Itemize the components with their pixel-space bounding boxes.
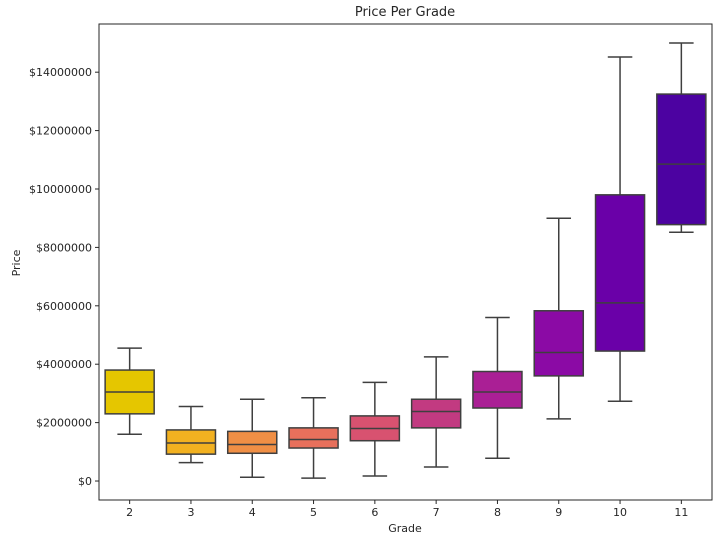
y-tick-label-3: $6000000 — [36, 300, 92, 313]
x-tick-label-11: 11 — [674, 506, 688, 519]
y-tick-label-2: $4000000 — [36, 358, 92, 371]
y-tick-label-1: $2000000 — [36, 417, 92, 430]
x-tick-label-7: 7 — [433, 506, 440, 519]
plot-frame — [98, 23, 713, 501]
box-grade-10 — [594, 194, 646, 352]
x-tick-label-3: 3 — [187, 506, 194, 519]
x-tick-label-9: 9 — [555, 506, 562, 519]
chart-title: Price Per Grade — [355, 5, 455, 20]
box-grade-7 — [410, 398, 462, 429]
x-tick-label-8: 8 — [494, 506, 501, 519]
y-tick-label-4: $8000000 — [36, 241, 92, 254]
plot-area: 2 3 4 5 6 7 8 9 10 11 $0 $2000000 $4000000 $6000000 $8… — [29, 23, 713, 519]
box-grade-4 — [226, 430, 278, 455]
box-grade-3 — [165, 429, 217, 455]
x-tick-label-10: 10 — [613, 506, 627, 519]
box-grade-11 — [656, 93, 707, 226]
box-grade-9 — [533, 310, 585, 377]
box-grade-8 — [472, 370, 523, 409]
box-grade-5 — [288, 427, 339, 449]
x-tick-label-5: 5 — [310, 506, 317, 519]
y-axis-label: Price — [10, 249, 23, 276]
y-tick-label-0: $0 — [78, 475, 92, 488]
x-tick-label-4: 4 — [249, 506, 256, 519]
y-tick-label-7: $14000000 — [29, 66, 92, 79]
x-tick-label-2: 2 — [126, 506, 133, 519]
y-tick-label-6: $12000000 — [29, 125, 92, 138]
x-tick-label-6: 6 — [371, 506, 378, 519]
x-axis-label: Grade — [388, 522, 422, 535]
y-tick-label-5: $10000000 — [29, 183, 92, 196]
